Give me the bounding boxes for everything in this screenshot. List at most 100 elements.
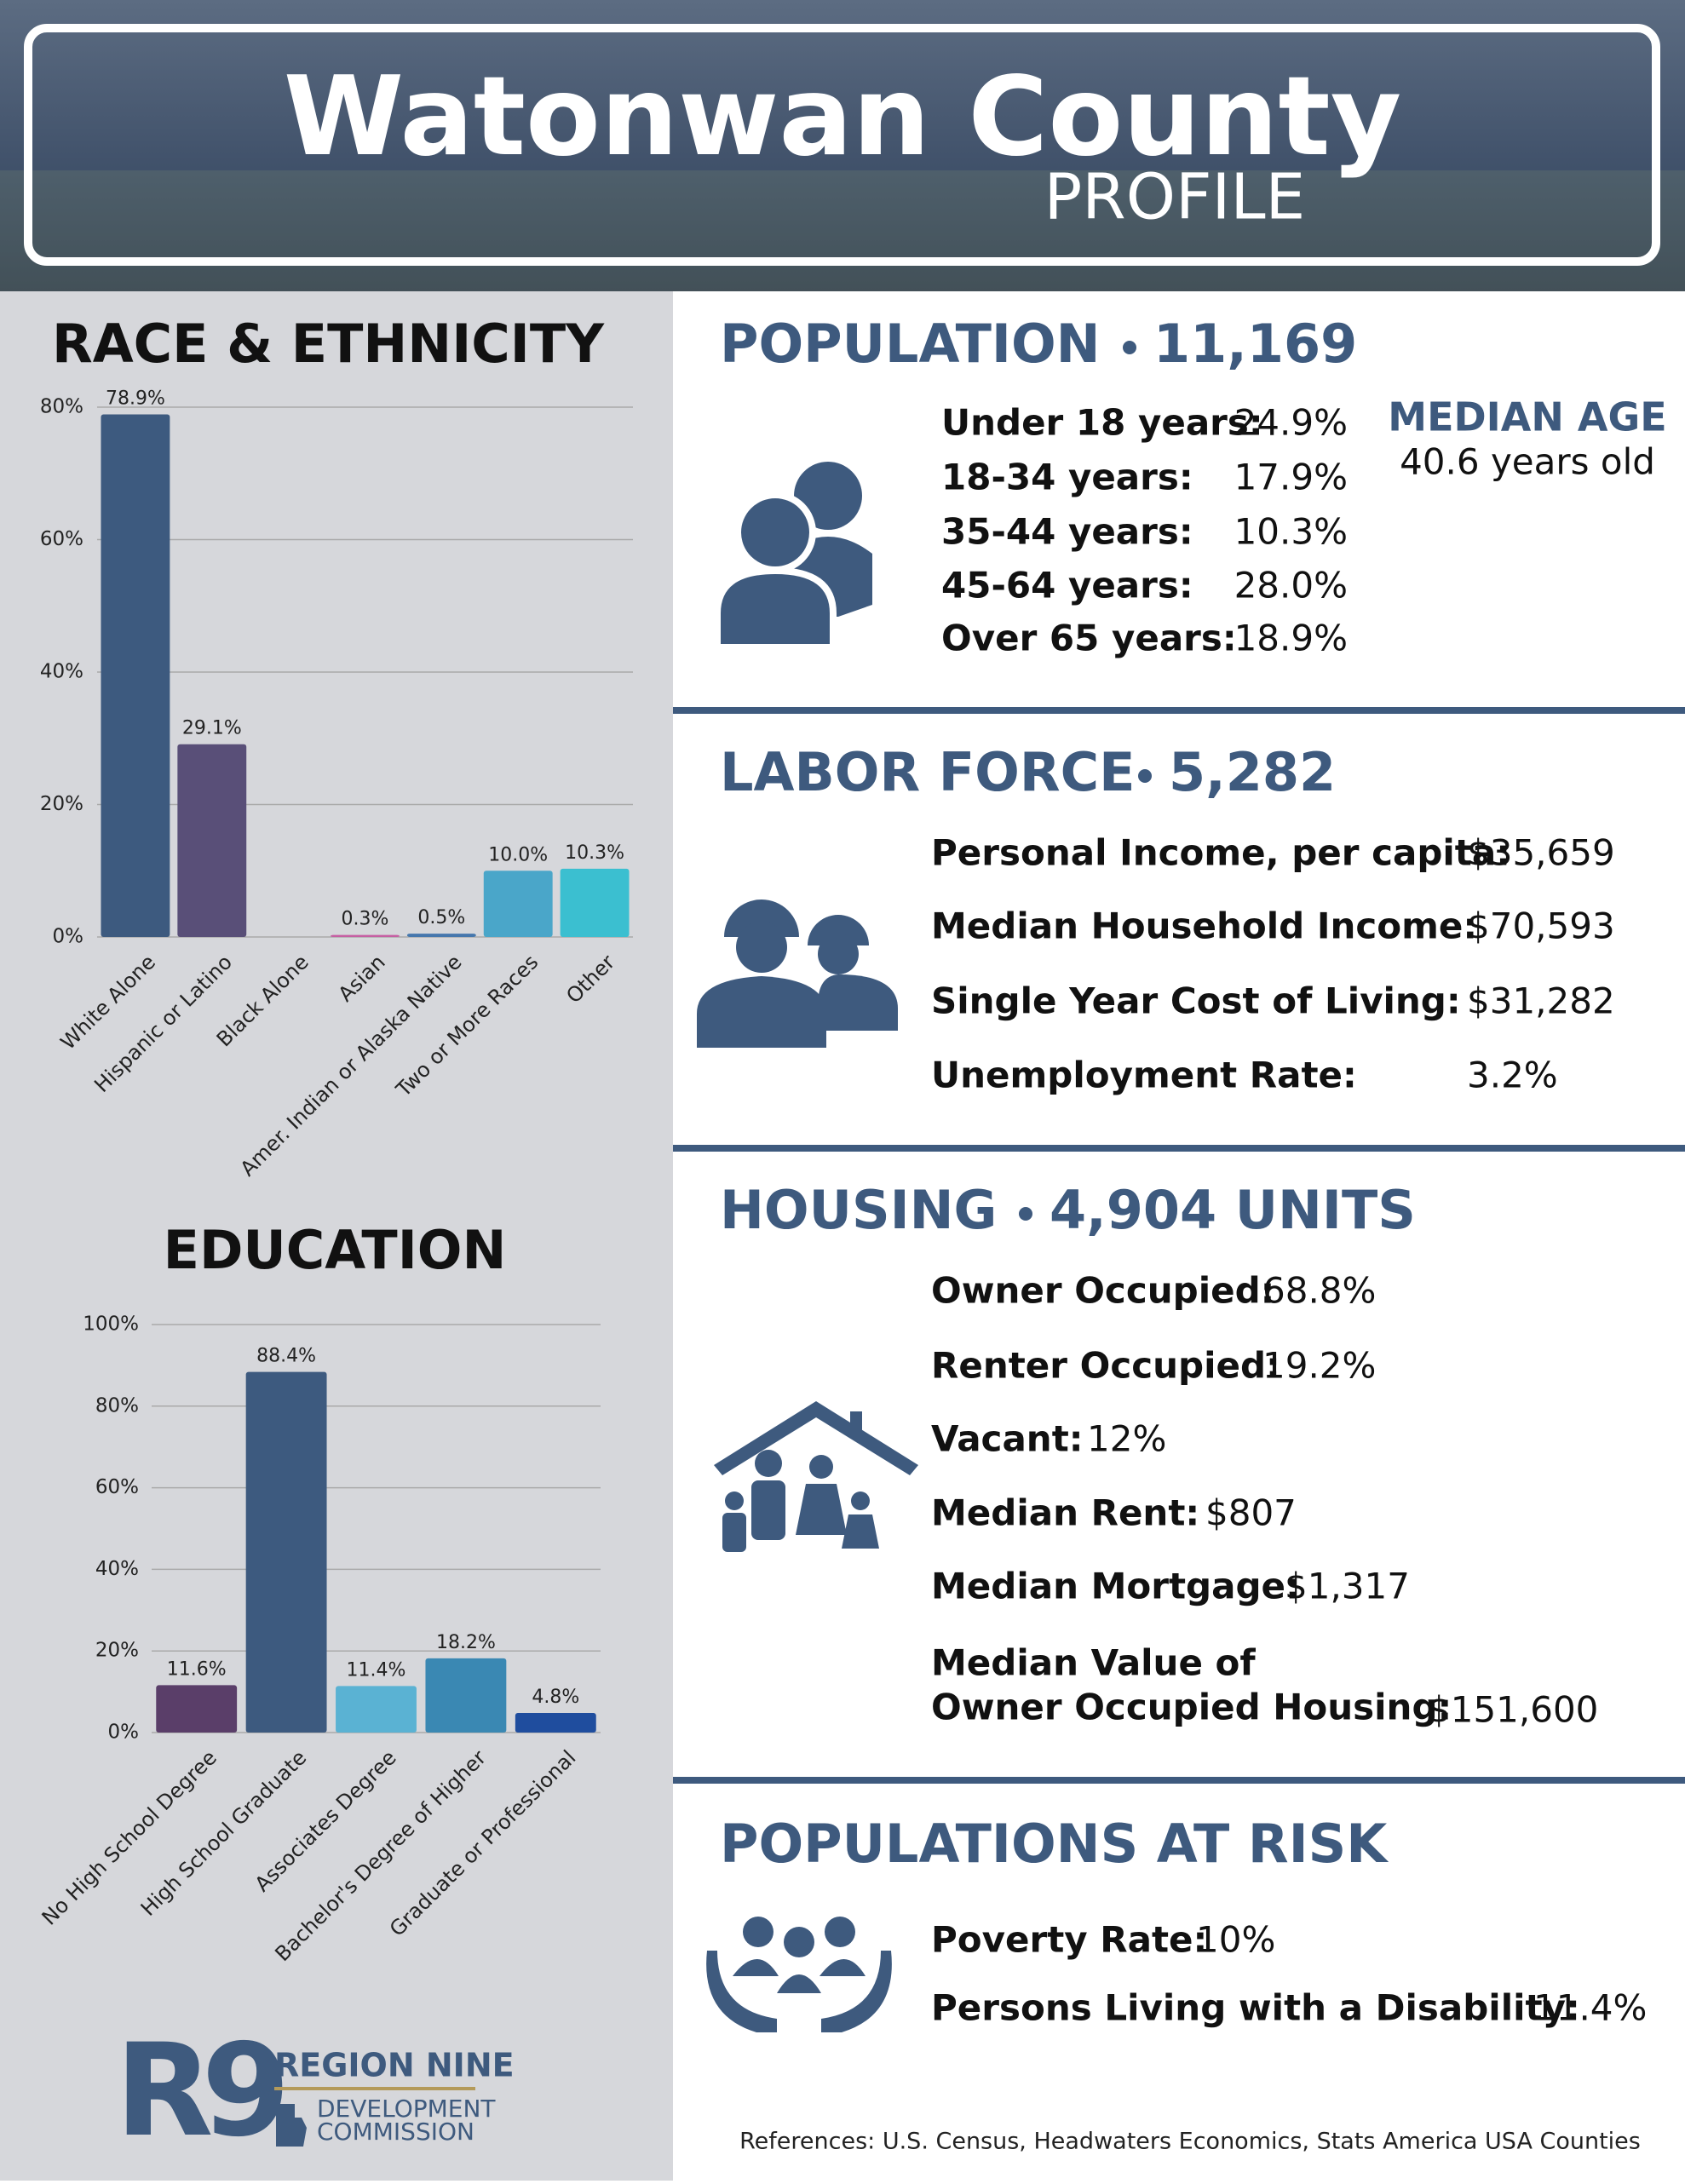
logo-line: COMMISSION [317, 2118, 474, 2146]
y-tick-label: 100% [83, 1313, 139, 1336]
row-label: Persons Living with a Disability: [931, 1987, 1580, 2029]
y-tick-label: 0% [108, 1721, 140, 1744]
value-label: 18.2% [436, 1632, 496, 1653]
logo-line: DEVELOPMENT [317, 2095, 496, 2123]
row-value: 10% [1196, 1919, 1275, 1961]
row-label: Median Mortgage: [931, 1566, 1300, 1607]
bar [406, 934, 476, 937]
bar [336, 1686, 417, 1733]
value-label: 11.6% [167, 1658, 227, 1680]
y-tick-label: 40% [95, 1558, 139, 1580]
y-tick-label: 80% [40, 396, 83, 418]
row-label: Single Year Cost of Living: [931, 980, 1461, 1022]
row-value: 3.2% [1467, 1055, 1558, 1096]
row-value: 68.8% [1262, 1270, 1376, 1312]
y-tick-label: 40% [40, 661, 83, 683]
row-value: 24.9% [1234, 402, 1348, 444]
section-heading: HOUSING [720, 1179, 997, 1241]
row-label: Median Rent: [931, 1492, 1199, 1534]
median-age-value: 40.6 years old [1400, 441, 1655, 483]
value-label: 0.5% [417, 907, 465, 928]
bar [425, 1658, 507, 1733]
heading-bullet [1019, 1207, 1032, 1221]
logo-state [276, 2104, 307, 2147]
logo-name: REGION NINE [274, 2047, 515, 2084]
row-value: $35,659 [1467, 832, 1615, 874]
y-tick-label: 20% [40, 793, 83, 815]
chart-title: EDUCATION [164, 1219, 507, 1281]
section-total: 4,904 UNITS [1050, 1179, 1416, 1241]
row-value: $31,282 [1467, 980, 1615, 1022]
chart-title: RACE & ETHNICITY [52, 313, 605, 375]
value-label: 4.8% [532, 1687, 579, 1708]
median-age-label: MEDIAN AGE [1388, 394, 1666, 440]
y-tick-label: 80% [95, 1394, 139, 1417]
value-label: 10.0% [488, 844, 548, 865]
value-label: 10.3% [565, 842, 624, 864]
section-total: 11,169 [1153, 313, 1357, 375]
page-title: Watonwan County [284, 54, 1401, 181]
value-label: 78.9% [106, 388, 165, 410]
row-label: Owner Occupied Housing: [931, 1687, 1452, 1728]
divider [673, 1145, 1685, 1152]
divider [673, 707, 1685, 714]
section-total: 5,282 [1169, 741, 1336, 803]
section-heading: POPULATIONS AT RISK [720, 1813, 1389, 1875]
y-tick-label: 60% [95, 1476, 139, 1498]
y-tick-label: 20% [95, 1640, 139, 1662]
row-value: $1,317 [1285, 1566, 1410, 1607]
row-value: $70,593 [1467, 905, 1615, 947]
value-label: 0.3% [342, 909, 389, 930]
population-icon [714, 462, 872, 651]
divider [673, 1777, 1685, 1784]
header-background [0, 0, 1685, 291]
bar [483, 871, 553, 937]
row-value: 18.9% [1234, 618, 1348, 659]
logo-rule [274, 2087, 475, 2090]
logo-mark: R9 [115, 2017, 283, 2165]
header-field [0, 170, 1685, 291]
row-label: Unemployment Rate: [931, 1055, 1357, 1096]
bar [515, 1713, 596, 1733]
value-label: 88.4% [256, 1346, 316, 1367]
row-label: Renter Occupied: [931, 1345, 1280, 1387]
row-value: 11.4% [1533, 1987, 1647, 2029]
y-tick-label: 60% [40, 528, 83, 550]
row-label: Vacant: [931, 1418, 1084, 1460]
bar [245, 1371, 327, 1733]
row-value: $807 [1205, 1492, 1297, 1534]
row-label: Under 18 years: [941, 402, 1263, 444]
references: References: U.S. Census, Headwaters Econ… [739, 2129, 1641, 2155]
row-label: Median Value of [931, 1642, 1256, 1684]
labor-icon [697, 899, 898, 1048]
row-value: 28.0% [1234, 565, 1348, 606]
bar [177, 744, 247, 937]
row-label: Over 65 years: [941, 618, 1237, 659]
row-label: Median Household Income: [931, 905, 1477, 947]
row-label: Personal Income, per capita: [931, 832, 1510, 874]
bar [560, 868, 630, 937]
row-value: $151,600 [1428, 1689, 1598, 1731]
value-label: 29.1% [182, 718, 242, 739]
page-subtitle: PROFILE [1044, 161, 1306, 234]
row-value: 19.2% [1262, 1345, 1376, 1387]
row-label: 45-64 years: [941, 565, 1193, 606]
row-value: 12% [1087, 1418, 1166, 1460]
row-label: 18-34 years: [941, 457, 1193, 498]
risk-icon [706, 1917, 892, 2032]
bar [331, 934, 400, 937]
heading-bullet [1123, 341, 1136, 354]
section-heading: POPULATION [720, 313, 1101, 375]
header-frame [24, 24, 1660, 266]
bar [101, 414, 170, 937]
row-label: Owner Occupied: [931, 1270, 1274, 1312]
row-label: 35-44 years: [941, 511, 1193, 553]
heading-bullet [1138, 769, 1152, 783]
housing-icon [714, 1401, 918, 1552]
bar [156, 1685, 238, 1733]
value-label: 11.4% [347, 1659, 406, 1681]
row-value: 17.9% [1234, 457, 1348, 498]
y-tick-label: 0% [53, 926, 84, 948]
